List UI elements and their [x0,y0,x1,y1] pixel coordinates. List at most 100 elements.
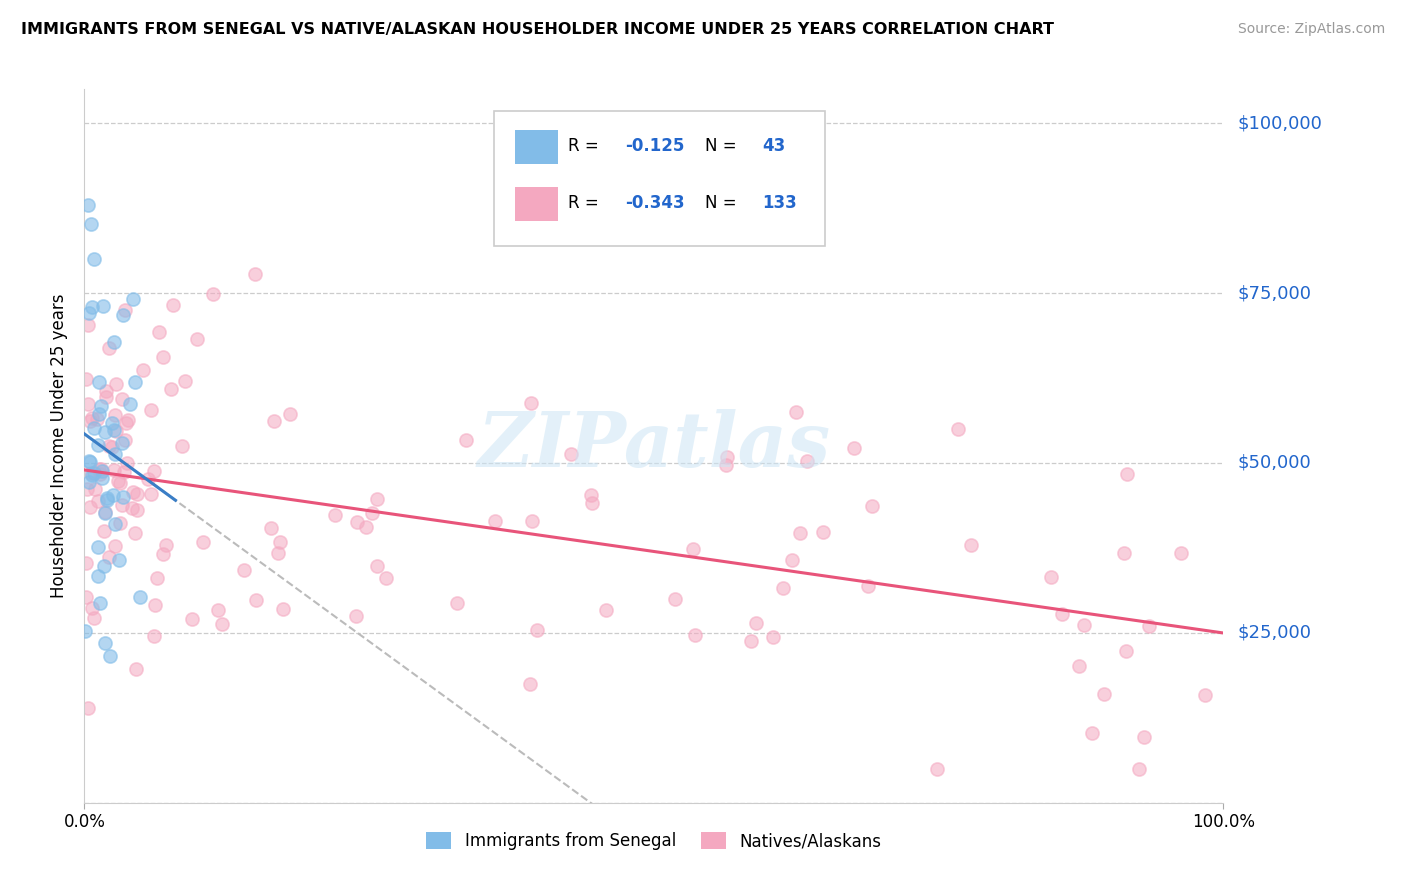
Point [263,414,285,428]
Point [77,701,100,715]
Point [484,514,506,528]
Point [104,447,127,461]
Point [82,600,104,615]
Point [104,409,127,423]
Point [243,268,266,282]
Point [267,546,290,560]
Point [211,617,233,632]
Legend: Immigrants from Senegal, Natives/Alaskans: Immigrants from Senegal, Natives/Alaskan… [418,824,890,859]
Point [93,524,115,538]
Point [581,488,603,502]
Point [83,611,105,625]
Point [75,556,97,570]
Point [136,472,159,486]
Point [96,384,118,398]
Point [271,602,294,616]
Point [90,399,112,413]
Point [94,390,117,404]
Point [560,447,582,461]
Point [139,487,162,501]
Point [280,407,302,421]
Text: $75,000: $75,000 [1237,284,1312,302]
Point [105,377,128,392]
Point [87,540,110,554]
Point [366,491,388,506]
Point [269,534,291,549]
Point [97,341,120,355]
Point [374,571,396,585]
Point [108,553,131,567]
Point [959,538,981,552]
Point [114,302,136,317]
Text: -0.343: -0.343 [626,194,685,212]
Point [86,412,108,426]
Text: $50,000: $50,000 [1237,454,1310,472]
Point [1132,731,1154,745]
Point [811,524,834,539]
Point [83,421,105,435]
Point [159,382,181,396]
Point [174,374,197,388]
Point [77,318,100,332]
Point [346,515,368,529]
Point [91,299,114,313]
Point [112,308,135,322]
Point [118,397,141,411]
Text: $25,000: $25,000 [1237,624,1312,642]
Point [146,571,169,585]
Point [143,464,166,478]
Point [103,516,125,531]
Point [785,405,807,419]
Point [927,762,949,776]
Point [80,217,103,231]
Point [115,456,138,470]
Point [1116,467,1139,482]
Point [93,558,115,573]
Point [89,375,111,389]
Point [124,526,146,541]
Point [519,396,541,410]
Point [114,434,136,448]
Point [89,461,111,475]
Point [456,434,478,448]
Point [89,462,111,476]
FancyBboxPatch shape [515,187,558,221]
Point [519,676,541,690]
Point [79,414,101,428]
Point [1194,688,1216,702]
Point [96,491,118,505]
Point [89,596,111,610]
Point [122,293,145,307]
Point [155,538,177,552]
Point [111,436,134,450]
Text: R =: R = [568,194,605,212]
Point [595,602,617,616]
Point [361,506,384,520]
Point [740,634,762,648]
Point [94,506,117,520]
Point [772,582,794,596]
Point [122,484,145,499]
Point [1112,546,1135,560]
Point [245,592,267,607]
Point [148,325,170,339]
FancyBboxPatch shape [515,130,558,164]
Point [344,608,367,623]
Text: 43: 43 [762,137,785,155]
Point [1073,618,1095,632]
Point [104,539,127,553]
Point [121,501,143,516]
Point [1115,643,1137,657]
Text: N =: N = [704,194,742,212]
Point [82,300,104,314]
Point [856,579,879,593]
Point [82,410,104,425]
Point [1170,546,1192,560]
Point [110,392,132,406]
Text: Source: ZipAtlas.com: Source: ZipAtlas.com [1237,22,1385,37]
Point [96,492,118,507]
Point [127,487,149,501]
Point [946,422,969,436]
Point [127,503,149,517]
Point [1081,726,1104,740]
